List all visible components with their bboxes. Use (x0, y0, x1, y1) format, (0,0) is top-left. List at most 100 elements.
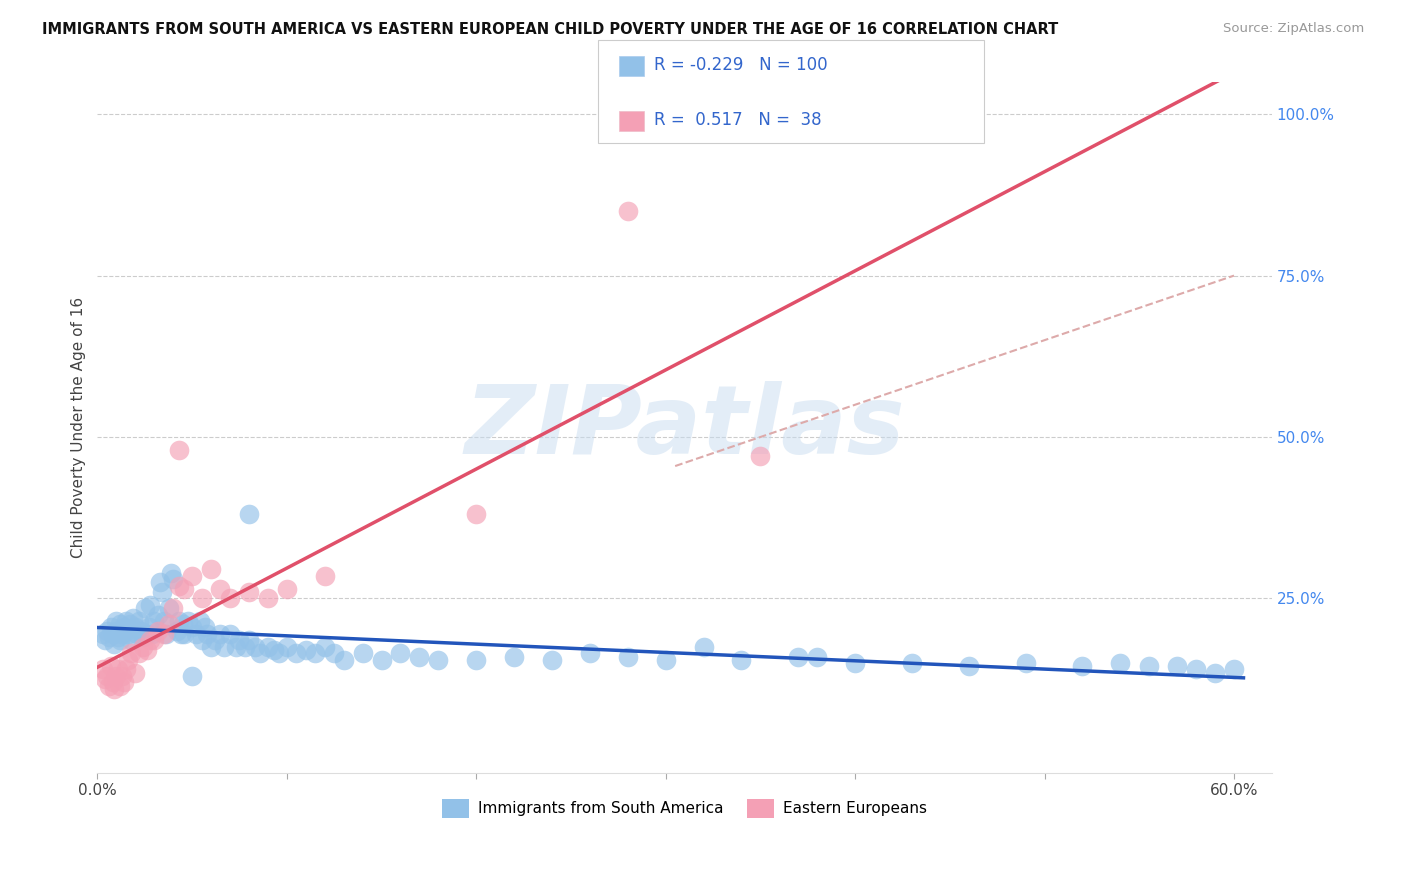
Text: Source: ZipAtlas.com: Source: ZipAtlas.com (1223, 22, 1364, 36)
Point (177, 614, 200, 628)
Point (200, 562, 222, 576)
Point (97, 679, 120, 693)
Point (122, 611, 145, 625)
Point (503, 649, 526, 664)
Text: R = -0.229   N = 100: R = -0.229 N = 100 (654, 56, 827, 74)
Point (146, 607, 169, 622)
Point (263, 643, 285, 657)
Point (1071, 659, 1094, 673)
Point (118, 617, 141, 632)
Point (111, 669, 134, 683)
Point (1204, 665, 1226, 680)
Point (204, 633, 226, 648)
Point (228, 633, 250, 648)
Point (257, 591, 280, 606)
Point (152, 614, 174, 628)
Point (91, 662, 114, 676)
Text: R =  0.517   N =  38: R = 0.517 N = 38 (654, 111, 821, 129)
Point (181, 569, 204, 583)
Point (114, 624, 136, 638)
Y-axis label: Child Poverty Under the Age of 16: Child Poverty Under the Age of 16 (72, 297, 86, 558)
Point (117, 653, 139, 667)
Point (127, 627, 149, 641)
Point (749, 450, 772, 464)
Point (194, 620, 217, 634)
Point (314, 640, 336, 654)
Point (167, 442, 190, 457)
Point (149, 575, 172, 590)
Point (155, 627, 177, 641)
Point (219, 591, 242, 606)
Point (238, 585, 260, 599)
Text: ZIPatlas: ZIPatlas (464, 381, 905, 474)
Point (209, 582, 232, 596)
Point (617, 649, 640, 664)
Point (167, 614, 190, 628)
Point (352, 646, 374, 660)
Point (579, 646, 602, 660)
Point (135, 627, 157, 641)
Point (124, 620, 146, 634)
Point (332, 653, 354, 667)
Point (120, 646, 142, 660)
Point (389, 646, 412, 660)
Point (233, 640, 256, 654)
Point (101, 675, 124, 690)
Point (146, 624, 169, 638)
Point (120, 633, 142, 648)
Point (181, 669, 204, 683)
Point (150, 585, 173, 599)
Point (152, 627, 174, 641)
Point (1014, 656, 1036, 670)
Point (138, 620, 160, 634)
Point (427, 653, 450, 667)
Point (188, 614, 211, 628)
Point (97, 630, 120, 644)
Point (101, 627, 124, 641)
Point (730, 653, 752, 667)
Point (692, 640, 714, 654)
Point (276, 582, 298, 596)
Point (314, 569, 336, 583)
Point (294, 643, 316, 657)
Point (108, 617, 131, 632)
Point (465, 508, 488, 522)
Point (465, 653, 488, 667)
Text: IMMIGRANTS FROM SOUTH AMERICA VS EASTERN EUROPEAN CHILD POVERTY UNDER THE AGE OF: IMMIGRANTS FROM SOUTH AMERICA VS EASTERN… (42, 22, 1059, 37)
Point (112, 620, 135, 634)
Point (91, 627, 114, 641)
Point (901, 656, 924, 670)
Point (112, 675, 135, 690)
Point (173, 627, 195, 641)
Point (132, 640, 155, 654)
Point (1166, 659, 1188, 673)
Point (105, 624, 128, 638)
Point (167, 578, 190, 592)
Point (105, 669, 128, 683)
Point (135, 643, 157, 657)
Point (408, 649, 430, 664)
Point (141, 627, 163, 641)
Point (143, 633, 166, 648)
Point (276, 640, 298, 654)
Point (107, 662, 129, 676)
Point (107, 630, 129, 644)
Point (111, 627, 134, 641)
Point (219, 627, 242, 641)
Point (654, 653, 676, 667)
Point (129, 624, 152, 638)
Point (160, 566, 183, 580)
Point (304, 646, 326, 660)
Point (214, 640, 236, 654)
Point (285, 646, 308, 660)
Point (249, 646, 271, 660)
Point (957, 659, 980, 673)
Point (103, 637, 125, 651)
Point (94, 672, 117, 686)
Point (108, 679, 131, 693)
Point (139, 633, 162, 648)
Point (100, 659, 122, 673)
Point (170, 627, 193, 641)
Point (162, 601, 184, 615)
Point (269, 646, 291, 660)
